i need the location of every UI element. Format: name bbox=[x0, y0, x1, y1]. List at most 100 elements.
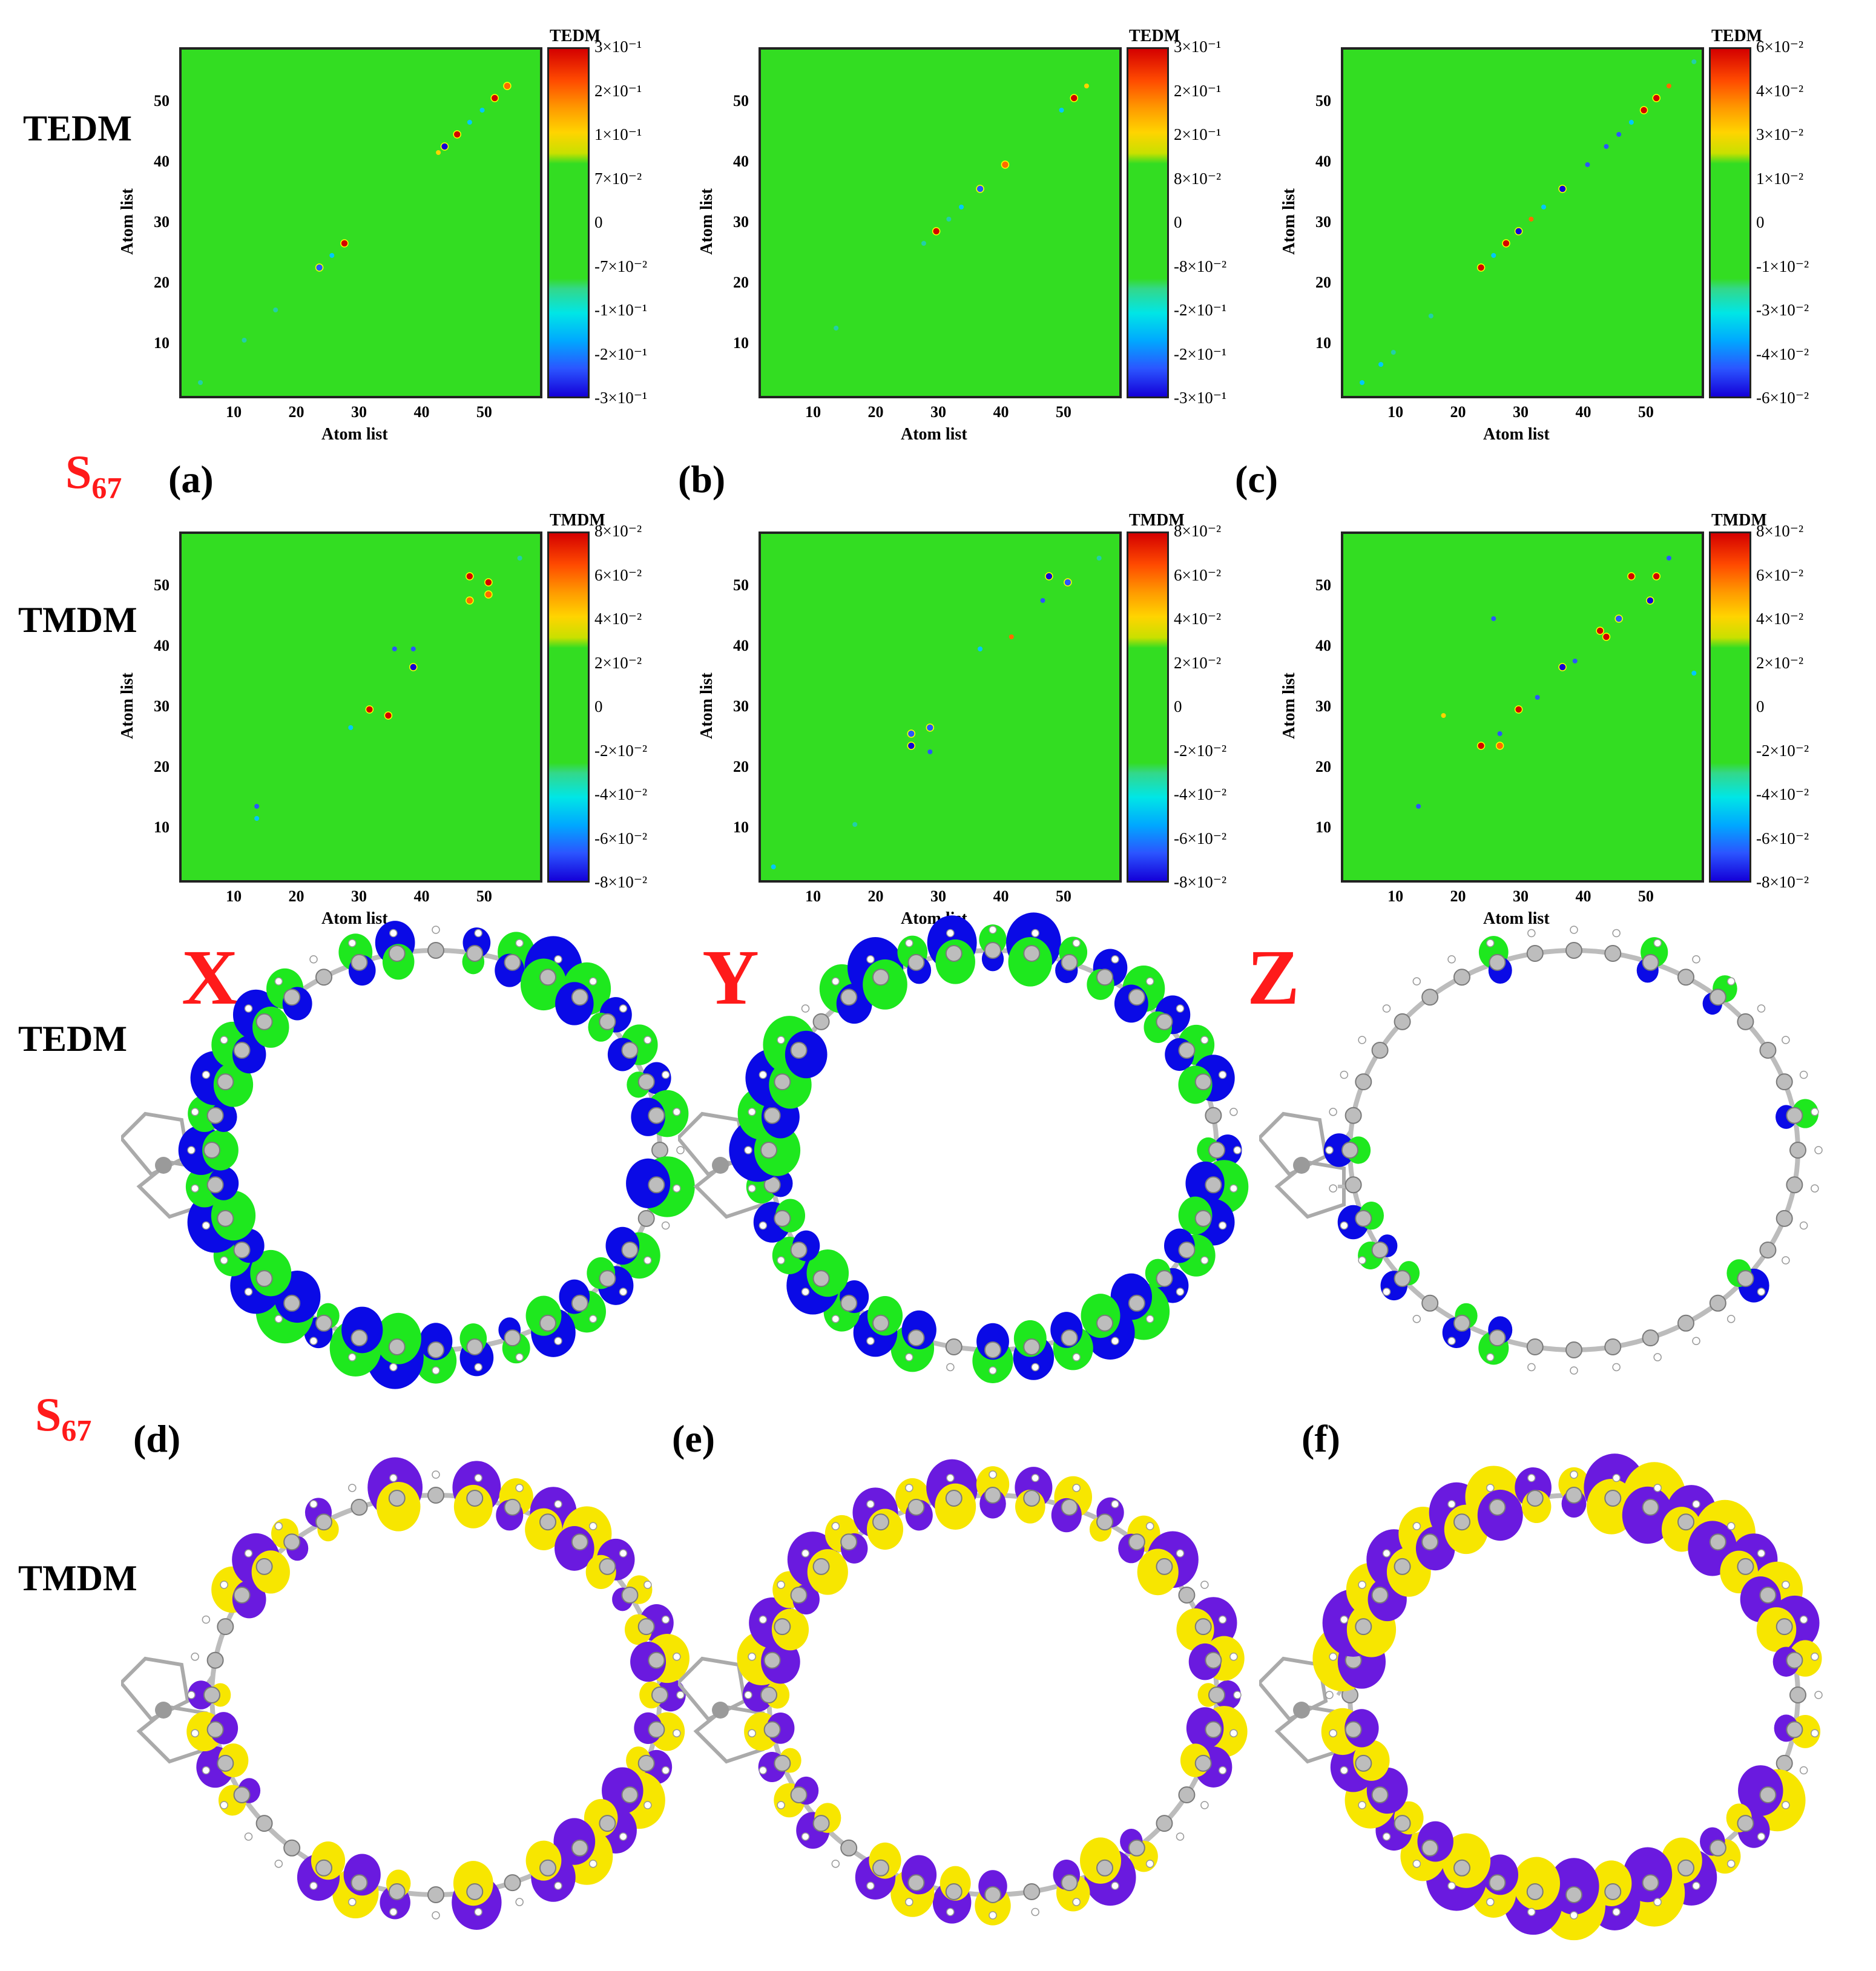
colorbar-tick-label: -4×10⁻² bbox=[594, 785, 648, 803]
carbon-atom bbox=[763, 1651, 781, 1669]
hydrogen-atom bbox=[220, 1256, 228, 1265]
x-axis-label: Atom list bbox=[901, 425, 967, 444]
hydrogen-atom bbox=[202, 1070, 211, 1079]
hydrogen-atom bbox=[1782, 1036, 1790, 1044]
isosurface-tmdm-y bbox=[678, 1459, 1248, 1926]
x-axis-label: Atom list bbox=[321, 425, 388, 444]
heatmap-point bbox=[1585, 162, 1590, 167]
carbon-atom bbox=[1526, 1490, 1544, 1507]
hydrogen-atom bbox=[801, 1288, 810, 1296]
colorbar-tmdm_y bbox=[1127, 531, 1169, 883]
hydrogen-atom bbox=[1612, 1363, 1621, 1372]
carbon-atom bbox=[1526, 1883, 1544, 1900]
carbon-atom bbox=[1096, 1513, 1113, 1531]
x-tick-label: 10 bbox=[1387, 403, 1404, 421]
carbon-atom bbox=[1394, 1558, 1411, 1575]
isosurface-lobe bbox=[1008, 936, 1053, 987]
heatmap-point bbox=[834, 326, 839, 331]
carbon-atom bbox=[203, 1142, 220, 1159]
hydrogen-atom bbox=[515, 1484, 524, 1492]
carbon-atom bbox=[621, 1242, 639, 1259]
x-tick-label: 10 bbox=[226, 887, 242, 905]
carbon-atom bbox=[1194, 1754, 1212, 1772]
isosurface-lobe bbox=[1213, 1134, 1242, 1166]
hydrogen-atom bbox=[1757, 1832, 1766, 1841]
hydrogen-atom bbox=[1811, 1729, 1819, 1737]
hydrogen-atom bbox=[1233, 1691, 1242, 1699]
heatmap-point bbox=[1572, 659, 1578, 663]
colorbar-title: TEDM bbox=[1129, 27, 1180, 45]
colorbar-tick-label: 4×10⁻² bbox=[1756, 81, 1804, 100]
panel-tag-e: (e) bbox=[672, 1417, 716, 1460]
heatmap-plot-tmdm_y bbox=[759, 531, 1122, 883]
hydrogen-atom bbox=[905, 1898, 913, 1906]
carbon-atom bbox=[1786, 1651, 1803, 1669]
hydrogen-atom bbox=[619, 1288, 628, 1296]
hydrogen-atom bbox=[1692, 1337, 1700, 1345]
hydrogen-atom bbox=[1757, 1549, 1766, 1558]
hydrogen-atom bbox=[1486, 1353, 1495, 1361]
isosurface-lobe bbox=[742, 1678, 774, 1712]
heatmap-point bbox=[392, 647, 397, 651]
carbon-atom bbox=[907, 1329, 925, 1347]
x-tick-label: 50 bbox=[476, 403, 492, 421]
heatmap-point bbox=[1001, 160, 1010, 169]
colorbar-title: TMDM bbox=[1129, 511, 1185, 530]
hydrogen-atom bbox=[1200, 1256, 1209, 1265]
y-tick-label: 10 bbox=[733, 818, 749, 836]
colorbar-a bbox=[547, 47, 590, 398]
heatmap-plot-tmdm_x bbox=[179, 531, 542, 883]
carbon-atom bbox=[1096, 969, 1113, 986]
carbon-atom bbox=[1156, 1270, 1173, 1288]
hydrogen-atom bbox=[244, 1288, 253, 1296]
heatmap-point bbox=[932, 227, 941, 235]
hydrogen-atom bbox=[1412, 1522, 1421, 1530]
carbon-atom bbox=[872, 1859, 889, 1877]
heatmap-point bbox=[1084, 84, 1089, 88]
hydrogen-atom bbox=[588, 1860, 597, 1868]
panel-tag-a: (a) bbox=[168, 458, 214, 501]
carbon-atom bbox=[283, 1839, 301, 1857]
carbon-atom bbox=[1421, 1839, 1439, 1857]
colorbar-tmdm_z bbox=[1709, 531, 1751, 883]
carbon-atom bbox=[1759, 1786, 1777, 1803]
isosurface-lobe bbox=[935, 939, 975, 984]
hydrogen-atom bbox=[759, 1221, 768, 1230]
heatmap-point bbox=[1360, 380, 1365, 385]
hydrogen-atom bbox=[777, 1581, 785, 1589]
x-tick-label: 30 bbox=[930, 887, 946, 905]
carbon-atom bbox=[840, 1839, 858, 1857]
x-tick-label: 50 bbox=[476, 887, 492, 905]
hydrogen-atom bbox=[1692, 1881, 1700, 1890]
y-tick-label: 40 bbox=[154, 637, 169, 654]
colorbar-tick-label: -8×10⁻² bbox=[1756, 873, 1809, 891]
colorbar-tick-label: 0 bbox=[1174, 213, 1182, 231]
carbon-atom bbox=[763, 1107, 781, 1124]
carbon-atom bbox=[945, 945, 963, 962]
carbon-atom bbox=[840, 1533, 858, 1551]
ferrocene-ring bbox=[1259, 1111, 1328, 1177]
hydrogen-atom bbox=[348, 1898, 357, 1906]
hydrogen-atom bbox=[309, 1337, 318, 1345]
heatmap-point bbox=[198, 380, 203, 385]
hydrogen-atom bbox=[474, 1907, 482, 1917]
heatmap-point bbox=[1514, 227, 1523, 235]
hydrogen-atom bbox=[1031, 929, 1039, 938]
hydrogen-atom bbox=[588, 1315, 597, 1323]
hydrogen-atom bbox=[989, 1470, 997, 1479]
hydrogen-atom bbox=[1782, 1801, 1790, 1809]
hydrogen-atom bbox=[588, 1522, 597, 1530]
hydrogen-atom bbox=[676, 1146, 685, 1154]
isosurface-tedm-x bbox=[121, 921, 695, 1389]
colorbar-tick-label: 3×10⁻¹ bbox=[594, 38, 642, 56]
isosurface-lobe bbox=[341, 1306, 383, 1354]
heatmap-point bbox=[273, 308, 278, 312]
hydrogen-atom bbox=[274, 977, 283, 985]
carbon-atom bbox=[255, 1558, 273, 1575]
y-axis-label: Atom list bbox=[1279, 673, 1298, 739]
hydrogen-atom bbox=[1814, 1146, 1823, 1154]
x-tick-label: 10 bbox=[1387, 887, 1404, 905]
hydrogen-atom bbox=[309, 1881, 318, 1890]
carbon-atom bbox=[599, 1270, 616, 1288]
colorbar-tick-label: 6×10⁻² bbox=[1174, 565, 1222, 584]
